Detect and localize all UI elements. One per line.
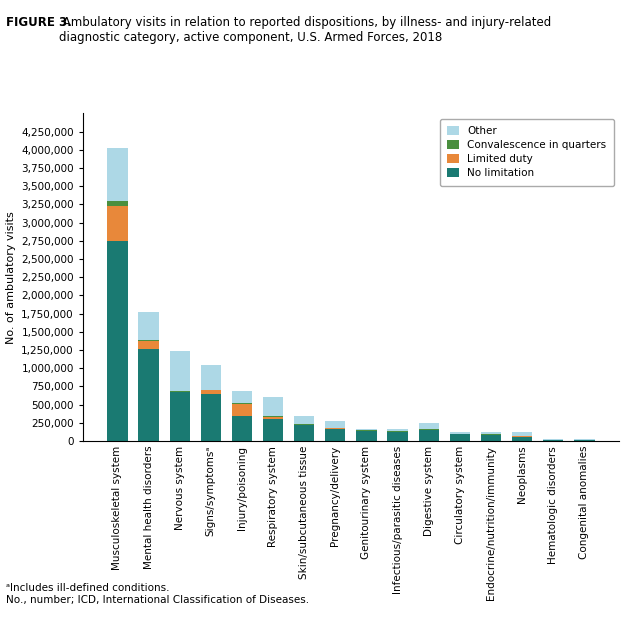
Bar bbox=[107, 147, 128, 201]
Bar bbox=[325, 428, 345, 441]
Bar bbox=[294, 425, 315, 441]
Legend: Other, Convalescence in quarters, Limited duty, No limitation: Other, Convalescence in quarters, Limite… bbox=[440, 118, 614, 186]
Bar bbox=[263, 416, 283, 418]
Bar bbox=[357, 431, 376, 441]
Bar bbox=[450, 435, 470, 441]
Bar bbox=[201, 389, 221, 391]
Bar bbox=[512, 432, 532, 436]
Bar bbox=[263, 397, 283, 416]
Bar bbox=[387, 430, 408, 431]
Bar bbox=[294, 424, 315, 425]
Bar bbox=[387, 432, 408, 441]
Bar bbox=[232, 404, 252, 416]
Bar bbox=[138, 341, 159, 348]
Bar bbox=[107, 206, 128, 241]
Bar bbox=[574, 439, 595, 440]
Bar bbox=[138, 348, 159, 441]
Bar bbox=[201, 391, 221, 394]
Bar bbox=[201, 365, 221, 389]
Y-axis label: No. of ambulatory visits: No. of ambulatory visits bbox=[6, 211, 16, 343]
Text: ᵃIncludes ill-defined conditions.: ᵃIncludes ill-defined conditions. bbox=[6, 583, 170, 593]
Bar bbox=[419, 423, 439, 430]
Bar bbox=[357, 428, 376, 430]
Bar bbox=[263, 419, 283, 441]
Text: FIGURE 3.: FIGURE 3. bbox=[6, 16, 72, 29]
Bar bbox=[263, 418, 283, 419]
Bar bbox=[138, 340, 159, 341]
Text: No., number; ICD, International Classification of Diseases.: No., number; ICD, International Classifi… bbox=[6, 595, 309, 605]
Bar bbox=[107, 241, 128, 441]
Bar bbox=[232, 403, 252, 404]
Bar bbox=[574, 440, 595, 441]
Bar bbox=[325, 421, 345, 428]
Bar bbox=[294, 416, 315, 424]
Bar bbox=[481, 432, 501, 434]
Bar bbox=[543, 440, 563, 441]
Bar bbox=[138, 312, 159, 340]
Bar bbox=[170, 392, 189, 441]
Bar bbox=[232, 391, 252, 403]
Bar bbox=[201, 394, 221, 441]
Bar bbox=[107, 201, 128, 206]
Bar bbox=[419, 430, 439, 441]
Bar bbox=[170, 351, 189, 391]
Bar bbox=[481, 435, 501, 441]
Text: Ambulatory visits in relation to reported dispositions, by illness- and injury-r: Ambulatory visits in relation to reporte… bbox=[59, 16, 552, 43]
Bar bbox=[232, 416, 252, 441]
Bar bbox=[512, 437, 532, 441]
Bar bbox=[450, 432, 470, 434]
